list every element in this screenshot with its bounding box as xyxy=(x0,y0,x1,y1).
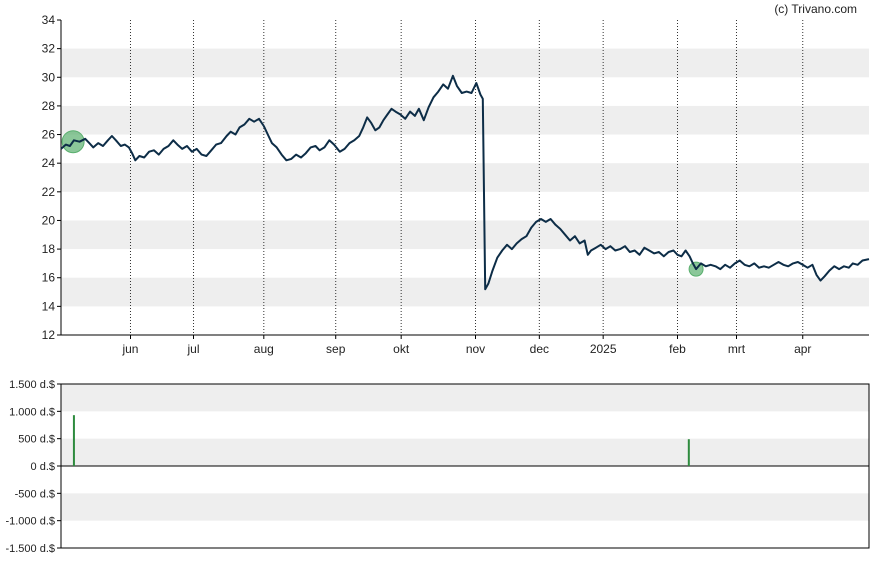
volume-y-tick-label: 0 d.$ xyxy=(31,461,55,473)
y-tick-label: 20 xyxy=(42,213,56,227)
y-tick-label: 24 xyxy=(42,156,56,170)
x-tick-label: sep xyxy=(326,342,346,356)
volume-bar xyxy=(72,415,75,466)
y-tick-label: 22 xyxy=(42,185,56,199)
x-tick-label: okt xyxy=(393,342,410,356)
price-chart-frame xyxy=(60,20,869,336)
x-tick-label: 2025 xyxy=(590,342,617,356)
y-tick-label: 34 xyxy=(42,13,56,27)
x-tick-label: aug xyxy=(254,342,274,356)
y-tick-label: 12 xyxy=(42,328,56,342)
y-tick-label: 16 xyxy=(42,271,56,285)
x-tick-label: jul xyxy=(187,342,200,356)
watermark-text: (c) Trivano.com xyxy=(774,2,857,16)
volume-bar xyxy=(687,439,690,466)
price-band xyxy=(61,220,869,250)
x-tick-label: dec xyxy=(530,342,549,356)
volume-band xyxy=(61,384,869,412)
x-tick-label: apr xyxy=(794,342,811,356)
price-chart-y-ticks: 12 14 16 18 20 22 24 26 28 30 32 34 xyxy=(42,13,61,342)
x-tick-label: mrt xyxy=(728,342,746,356)
price-chart-bands xyxy=(61,48,869,307)
price-chart-line-layer xyxy=(60,74,870,291)
volume-band xyxy=(61,493,869,521)
volume-chart-y-ticks: 1.500 d.$ 1.000 d.$ 500 d.$ 0 d.$ -500 d.$ -1… xyxy=(5,379,61,555)
y-tick-label: 30 xyxy=(42,70,56,84)
y-tick-label: 14 xyxy=(42,299,56,313)
price-band xyxy=(61,105,869,135)
price-line xyxy=(60,74,870,291)
price-band xyxy=(61,277,869,307)
volume-y-tick-label: 1.500 d.$ xyxy=(9,379,55,391)
y-tick-label: 18 xyxy=(42,242,56,256)
y-tick-label: 28 xyxy=(42,99,56,113)
volume-y-tick-label: -1.000 d.$ xyxy=(5,516,55,528)
price-chart-markers xyxy=(61,130,704,277)
price-chart-x-ticks: jun jul aug sep okt nov dec 2025 feb mrt apr xyxy=(121,335,811,356)
volume-chart-bars xyxy=(72,415,690,466)
volume-y-tick-label: -1.500 d.$ xyxy=(5,543,55,555)
volume-band xyxy=(61,438,869,466)
y-tick-label: 26 xyxy=(42,128,56,142)
volume-y-tick-label: 500 d.$ xyxy=(18,434,55,446)
volume-y-tick-label: -500 d.$ xyxy=(15,488,55,500)
x-tick-label: feb xyxy=(669,342,686,356)
y-tick-label: 32 xyxy=(42,42,56,56)
x-tick-label: jun xyxy=(121,342,138,356)
price-band xyxy=(61,48,869,78)
price-band xyxy=(61,163,869,192)
volume-y-tick-label: 1.000 d.$ xyxy=(9,406,55,418)
volume-chart-bands xyxy=(61,384,869,521)
x-tick-label: nov xyxy=(466,342,485,356)
